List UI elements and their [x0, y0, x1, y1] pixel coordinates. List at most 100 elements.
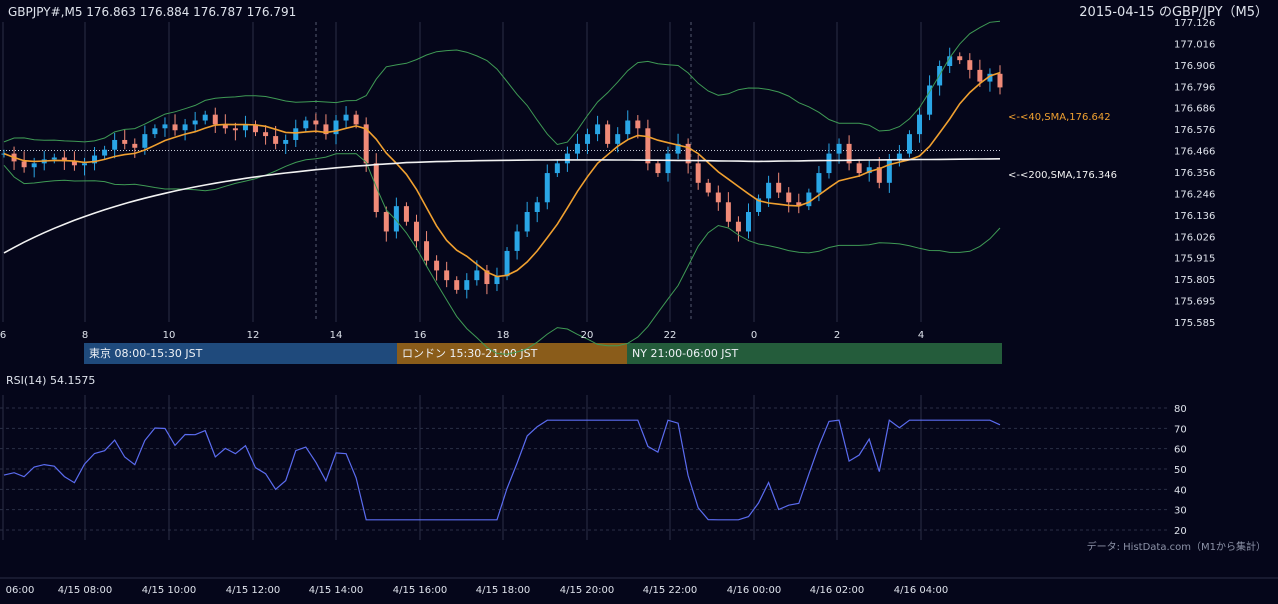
price-tick-label: 176.136: [1174, 211, 1215, 222]
candle-body: [866, 167, 872, 174]
candle-body: [122, 139, 128, 144]
symbol-info: GBPJPY#,M5 176.863 176.884 176.787 176.7…: [8, 5, 296, 19]
candle-body: [464, 280, 470, 290]
session-label: ロンドン 15:30-21:00 JST: [402, 347, 538, 360]
candle-body: [112, 139, 118, 150]
candle-body: [313, 120, 319, 125]
candle-body: [403, 206, 409, 222]
hour-tick-label: 22: [664, 330, 677, 341]
candle-body: [917, 114, 923, 135]
candle-body: [665, 153, 671, 174]
candle-body: [585, 134, 591, 144]
session-label: NY 21:00-06:00 JST: [632, 347, 739, 360]
candle-body: [625, 120, 631, 135]
candle-body: [253, 124, 259, 133]
time-tick-label: 4/15 10:00: [142, 585, 196, 596]
candle-body: [343, 114, 349, 121]
candle-body: [574, 143, 580, 154]
sma40-label: <-<40,SMA,176.642: [1008, 112, 1111, 123]
candle-body: [655, 163, 661, 174]
candle-body: [494, 276, 500, 285]
grid-lines: [0, 22, 1168, 540]
price-tick-label: 176.246: [1174, 189, 1215, 200]
candle-body: [353, 114, 359, 125]
candle-body: [987, 73, 993, 82]
candle-body: [81, 163, 87, 166]
candle-body: [695, 163, 701, 183]
candle-body: [806, 192, 812, 207]
candle-body: [876, 167, 882, 183]
candle-body: [92, 155, 98, 164]
candle-body: [21, 161, 27, 168]
candle-body: [635, 120, 641, 129]
time-tick-label: 4/16 00:00: [727, 585, 781, 596]
candle-body: [293, 128, 299, 140]
rsi-line: [3, 419, 1001, 521]
candle-body: [745, 212, 751, 232]
candle-body: [796, 202, 802, 207]
candle-body: [333, 120, 339, 135]
candle-body: [142, 134, 148, 148]
candle-body: [595, 124, 601, 135]
price-tick-label: 175.805: [1174, 275, 1215, 286]
session-band: [627, 343, 1002, 364]
sma40-line: [3, 71, 1001, 278]
price-tick-label: 175.915: [1174, 254, 1215, 265]
candle-body: [202, 114, 208, 121]
candle-body: [947, 56, 953, 66]
time-tick-label: 4/15 08:00: [58, 585, 112, 596]
candle-body: [222, 124, 228, 129]
candle-body: [927, 85, 933, 115]
bollinger-upper: [3, 20, 1001, 146]
time-tick-label: 06:00: [6, 585, 35, 596]
candle-body: [393, 206, 399, 232]
candle-body: [51, 157, 57, 160]
hour-tick-label: 8: [82, 330, 88, 341]
candle-body: [212, 114, 218, 125]
candle-body: [182, 124, 188, 131]
candle-body: [554, 163, 560, 174]
candle-body: [675, 143, 681, 154]
hour-tick-label: 2: [834, 330, 840, 341]
candle-body: [504, 250, 510, 277]
candle-body: [886, 159, 892, 183]
rsi-tick-label: 60: [1174, 445, 1187, 456]
rsi-tick-label: 20: [1174, 526, 1187, 537]
candle-body: [192, 120, 198, 125]
candle-body: [856, 163, 862, 174]
candle-body: [725, 202, 731, 222]
hour-tick-label: 14: [330, 330, 343, 341]
candle-body: [605, 124, 611, 144]
chart-title: 2015-04-15 のGBP/JPY（M5）: [1079, 5, 1268, 20]
candle-body: [152, 128, 158, 135]
time-tick-label: 4/15 16:00: [393, 585, 447, 596]
candle-body: [957, 56, 963, 61]
candle-body: [232, 128, 238, 131]
axes: 177.126 177.016 176.906 176.796 176.686 176.5…: [0, 18, 1278, 596]
time-tick-label: 4/15 12:00: [226, 585, 280, 596]
candle-body: [323, 124, 329, 135]
rsi-tick-label: 80: [1174, 404, 1187, 415]
hour-tick-label: 12: [247, 330, 260, 341]
rsi-tick-label: 70: [1174, 424, 1187, 435]
candle-body: [303, 120, 309, 129]
time-tick-label: 4/15 14:00: [309, 585, 363, 596]
candle-body: [454, 280, 460, 290]
sma200-line: [3, 158, 1001, 254]
session-label: 東京 08:00-15:30 JST: [89, 346, 203, 360]
price-tick-label: 176.686: [1174, 104, 1215, 115]
session-band: [84, 343, 397, 364]
hour-tick-label: 10: [163, 330, 176, 341]
hour-tick-label: 16: [414, 330, 427, 341]
price-tick-label: 177.126: [1174, 18, 1215, 29]
time-tick-label: 4/16 02:00: [810, 585, 864, 596]
candle-body: [413, 221, 419, 242]
candle-body: [172, 124, 178, 131]
candle-body: [71, 161, 77, 166]
candle-body: [61, 157, 67, 162]
candle-body: [162, 124, 168, 129]
data-source: データ: HistData.com（M1から集計）: [1087, 540, 1266, 553]
candle-body: [524, 212, 530, 232]
price-tick-label: 175.585: [1174, 318, 1215, 329]
candle-body: [816, 173, 822, 193]
